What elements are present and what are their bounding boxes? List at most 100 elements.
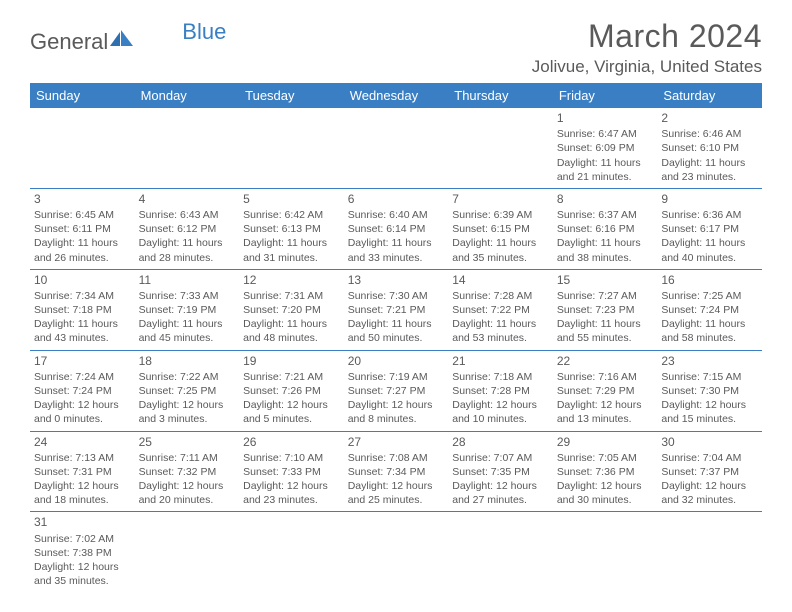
calendar-week-row: 3Sunrise: 6:45 AMSunset: 6:11 PMDaylight…: [30, 188, 762, 269]
daylight-text: Daylight: 12 hours and 23 minutes.: [243, 479, 340, 507]
daylight-text: Daylight: 12 hours and 0 minutes.: [34, 398, 131, 426]
calendar-day-cell: 31Sunrise: 7:02 AMSunset: 7:38 PMDayligh…: [30, 512, 135, 592]
calendar-day-cell: 27Sunrise: 7:08 AMSunset: 7:34 PMDayligh…: [344, 431, 449, 512]
day-number: 16: [661, 272, 758, 288]
day-number: 20: [348, 353, 445, 369]
sunrise-text: Sunrise: 7:22 AM: [139, 370, 236, 384]
sunset-text: Sunset: 7:22 PM: [452, 303, 549, 317]
daylight-text: Daylight: 11 hours and 38 minutes.: [557, 236, 654, 264]
calendar-day-cell: [657, 512, 762, 592]
calendar-day-cell: [448, 108, 553, 188]
daylight-text: Daylight: 11 hours and 26 minutes.: [34, 236, 131, 264]
day-number: 23: [661, 353, 758, 369]
daylight-text: Daylight: 12 hours and 15 minutes.: [661, 398, 758, 426]
logo-text-blue: Blue: [182, 19, 226, 45]
sunset-text: Sunset: 7:32 PM: [139, 465, 236, 479]
day-number: 13: [348, 272, 445, 288]
calendar-day-cell: 15Sunrise: 7:27 AMSunset: 7:23 PMDayligh…: [553, 269, 658, 350]
weekday-header: Tuesday: [239, 83, 344, 108]
calendar-day-cell: 3Sunrise: 6:45 AMSunset: 6:11 PMDaylight…: [30, 188, 135, 269]
calendar-day-cell: 20Sunrise: 7:19 AMSunset: 7:27 PMDayligh…: [344, 350, 449, 431]
sunrise-text: Sunrise: 7:07 AM: [452, 451, 549, 465]
calendar-day-cell: 17Sunrise: 7:24 AMSunset: 7:24 PMDayligh…: [30, 350, 135, 431]
sunrise-text: Sunrise: 7:27 AM: [557, 289, 654, 303]
calendar-day-cell: 29Sunrise: 7:05 AMSunset: 7:36 PMDayligh…: [553, 431, 658, 512]
calendar-day-cell: [239, 512, 344, 592]
sunrise-text: Sunrise: 6:43 AM: [139, 208, 236, 222]
day-number: 5: [243, 191, 340, 207]
day-number: 7: [452, 191, 549, 207]
daylight-text: Daylight: 11 hours and 21 minutes.: [557, 156, 654, 184]
daylight-text: Daylight: 11 hours and 55 minutes.: [557, 317, 654, 345]
sunset-text: Sunset: 7:26 PM: [243, 384, 340, 398]
daylight-text: Daylight: 12 hours and 5 minutes.: [243, 398, 340, 426]
daylight-text: Daylight: 11 hours and 45 minutes.: [139, 317, 236, 345]
daylight-text: Daylight: 11 hours and 28 minutes.: [139, 236, 236, 264]
sunrise-text: Sunrise: 7:34 AM: [34, 289, 131, 303]
sunrise-text: Sunrise: 6:45 AM: [34, 208, 131, 222]
sunset-text: Sunset: 7:24 PM: [34, 384, 131, 398]
calendar-day-cell: 4Sunrise: 6:43 AMSunset: 6:12 PMDaylight…: [135, 188, 240, 269]
header: General Blue March 2024 Jolivue, Virgini…: [30, 18, 762, 77]
sunrise-text: Sunrise: 7:21 AM: [243, 370, 340, 384]
day-number: 14: [452, 272, 549, 288]
calendar-day-cell: 6Sunrise: 6:40 AMSunset: 6:14 PMDaylight…: [344, 188, 449, 269]
day-number: 2: [661, 110, 758, 126]
sunrise-text: Sunrise: 7:10 AM: [243, 451, 340, 465]
daylight-text: Daylight: 12 hours and 18 minutes.: [34, 479, 131, 507]
daylight-text: Daylight: 12 hours and 27 minutes.: [452, 479, 549, 507]
sunset-text: Sunset: 7:25 PM: [139, 384, 236, 398]
sunset-text: Sunset: 7:23 PM: [557, 303, 654, 317]
sunset-text: Sunset: 7:20 PM: [243, 303, 340, 317]
sunset-text: Sunset: 7:33 PM: [243, 465, 340, 479]
weekday-header: Wednesday: [344, 83, 449, 108]
sunset-text: Sunset: 7:30 PM: [661, 384, 758, 398]
calendar-day-cell: [344, 108, 449, 188]
sunset-text: Sunset: 7:24 PM: [661, 303, 758, 317]
calendar-week-row: 24Sunrise: 7:13 AMSunset: 7:31 PMDayligh…: [30, 431, 762, 512]
sunset-text: Sunset: 6:13 PM: [243, 222, 340, 236]
sunset-text: Sunset: 7:36 PM: [557, 465, 654, 479]
calendar-day-cell: 12Sunrise: 7:31 AMSunset: 7:20 PMDayligh…: [239, 269, 344, 350]
daylight-text: Daylight: 11 hours and 58 minutes.: [661, 317, 758, 345]
calendar-day-cell: 21Sunrise: 7:18 AMSunset: 7:28 PMDayligh…: [448, 350, 553, 431]
day-number: 12: [243, 272, 340, 288]
day-number: 21: [452, 353, 549, 369]
calendar-table: Sunday Monday Tuesday Wednesday Thursday…: [30, 83, 762, 592]
day-number: 28: [452, 434, 549, 450]
sunrise-text: Sunrise: 7:16 AM: [557, 370, 654, 384]
daylight-text: Daylight: 11 hours and 31 minutes.: [243, 236, 340, 264]
day-number: 22: [557, 353, 654, 369]
calendar-day-cell: [344, 512, 449, 592]
sunrise-text: Sunrise: 6:46 AM: [661, 127, 758, 141]
day-number: 1: [557, 110, 654, 126]
logo-text-general: General: [30, 29, 108, 55]
calendar-week-row: 1Sunrise: 6:47 AMSunset: 6:09 PMDaylight…: [30, 108, 762, 188]
daylight-text: Daylight: 12 hours and 13 minutes.: [557, 398, 654, 426]
day-number: 6: [348, 191, 445, 207]
weekday-header: Friday: [553, 83, 658, 108]
sunrise-text: Sunrise: 6:39 AM: [452, 208, 549, 222]
weekday-header: Thursday: [448, 83, 553, 108]
sunrise-text: Sunrise: 7:30 AM: [348, 289, 445, 303]
daylight-text: Daylight: 12 hours and 25 minutes.: [348, 479, 445, 507]
calendar-day-cell: 2Sunrise: 6:46 AMSunset: 6:10 PMDaylight…: [657, 108, 762, 188]
calendar-day-cell: 19Sunrise: 7:21 AMSunset: 7:26 PMDayligh…: [239, 350, 344, 431]
weekday-header: Sunday: [30, 83, 135, 108]
sunset-text: Sunset: 7:18 PM: [34, 303, 131, 317]
day-number: 26: [243, 434, 340, 450]
sunset-text: Sunset: 6:10 PM: [661, 141, 758, 155]
calendar-day-cell: 8Sunrise: 6:37 AMSunset: 6:16 PMDaylight…: [553, 188, 658, 269]
calendar-day-cell: 22Sunrise: 7:16 AMSunset: 7:29 PMDayligh…: [553, 350, 658, 431]
sunset-text: Sunset: 7:35 PM: [452, 465, 549, 479]
day-number: 27: [348, 434, 445, 450]
calendar-day-cell: [448, 512, 553, 592]
sunset-text: Sunset: 7:19 PM: [139, 303, 236, 317]
calendar-day-cell: 24Sunrise: 7:13 AMSunset: 7:31 PMDayligh…: [30, 431, 135, 512]
sunrise-text: Sunrise: 6:47 AM: [557, 127, 654, 141]
calendar-week-row: 17Sunrise: 7:24 AMSunset: 7:24 PMDayligh…: [30, 350, 762, 431]
logo-sail-icon: [110, 26, 134, 52]
sunrise-text: Sunrise: 7:24 AM: [34, 370, 131, 384]
calendar-day-cell: 5Sunrise: 6:42 AMSunset: 6:13 PMDaylight…: [239, 188, 344, 269]
sunrise-text: Sunrise: 7:04 AM: [661, 451, 758, 465]
